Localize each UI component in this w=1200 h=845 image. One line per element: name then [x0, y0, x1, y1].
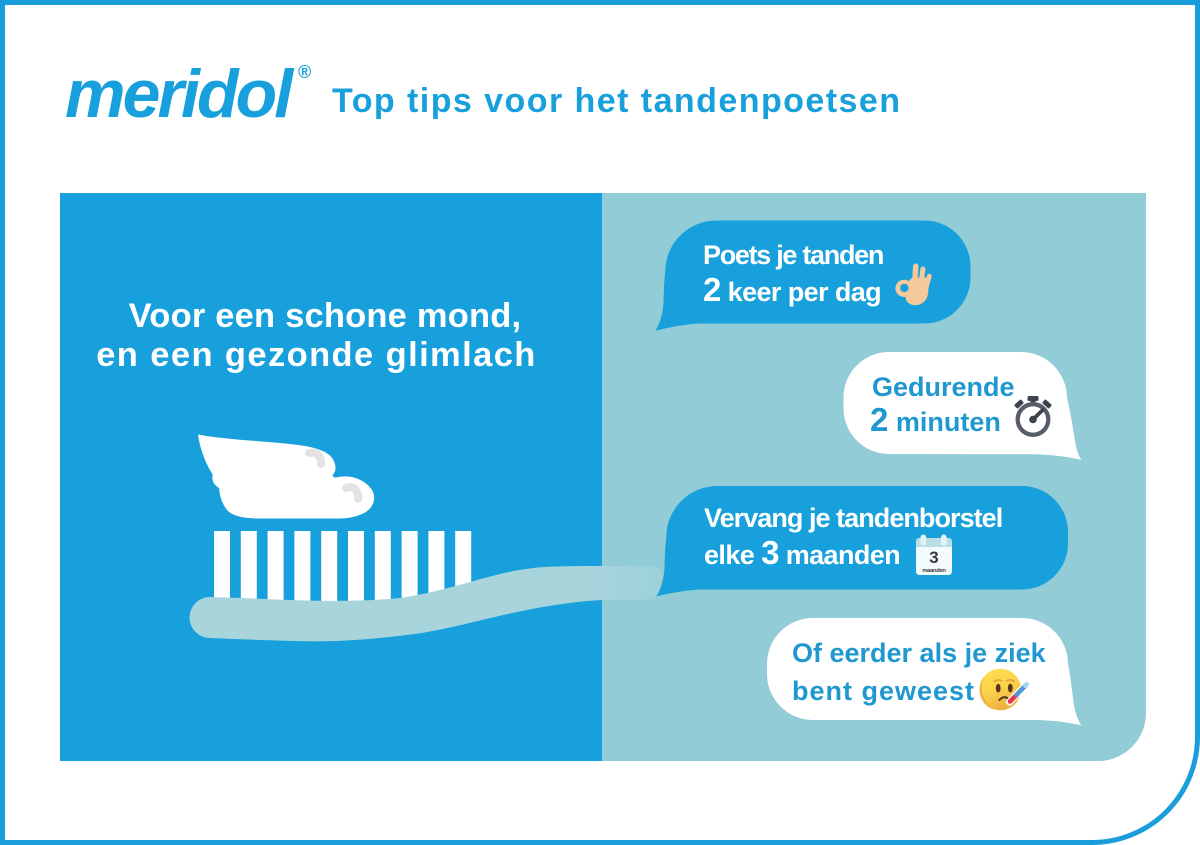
- svg-text:maanden: maanden: [922, 568, 946, 574]
- svg-text:3: 3: [929, 548, 938, 567]
